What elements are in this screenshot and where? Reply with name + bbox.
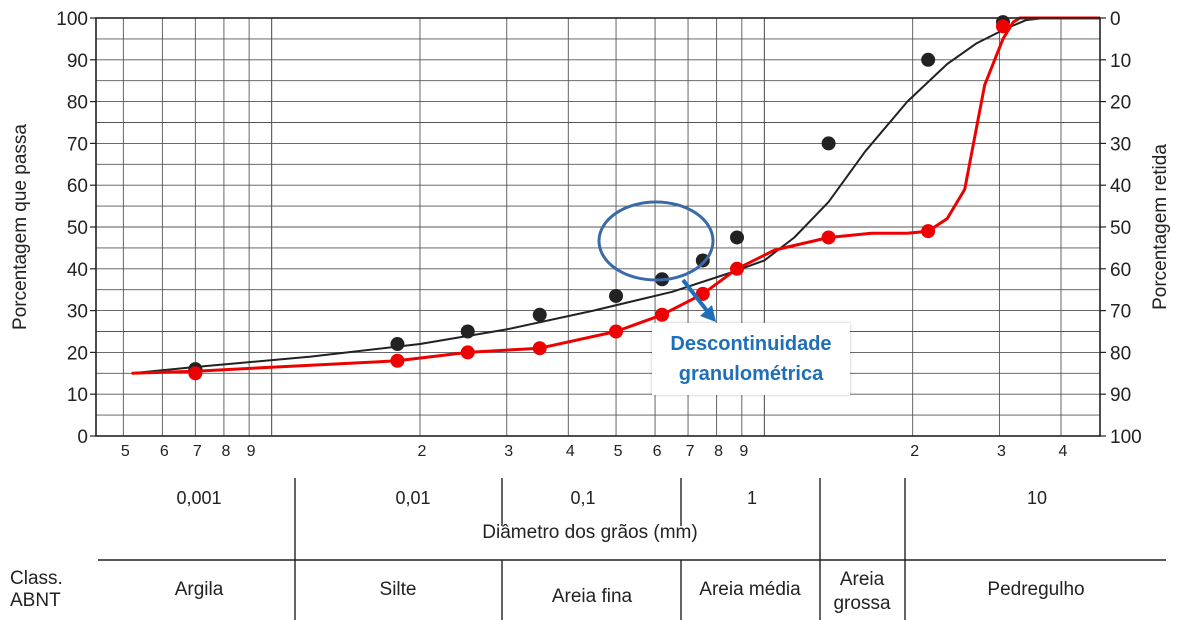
annotation-ellipse (597, 200, 715, 282)
x-minor-tick-label: 5 (614, 443, 623, 460)
y-right-axis-label: Porcentagem retida (1150, 144, 1171, 310)
series-point (532, 341, 547, 356)
x-decade-label: 1 (747, 488, 757, 508)
y-right-tick-label: 40 (1110, 176, 1131, 197)
series-point (188, 366, 203, 381)
x-decade-label: 0,001 (176, 488, 221, 508)
x-minor-tick-label: 2 (418, 443, 427, 460)
class-name-label: Areia média (699, 579, 801, 600)
class-name-label: Pedregulho (987, 579, 1084, 600)
series-point (609, 288, 624, 303)
x-minor-tick-label: 4 (1059, 443, 1068, 460)
y-right-tick-label: 70 (1110, 302, 1131, 323)
class-header-label: ABNT (10, 590, 61, 611)
y-right-tick-label: 80 (1110, 343, 1131, 364)
class-name-label: Argila (175, 579, 224, 600)
x-minor-tick-label: 7 (193, 443, 202, 460)
series-point (390, 337, 405, 352)
x-minor-tick-label: 8 (714, 443, 723, 460)
x-minor-tick-label: 9 (247, 443, 256, 460)
x-decade-label: 0,01 (395, 488, 430, 508)
x-minor-tick-label: 3 (997, 443, 1006, 460)
annotation-arrow-shaft (681, 278, 710, 314)
x-axis-label: Diâmetro dos grãos (mm) (482, 522, 697, 543)
chart-labels: 0102030405060708090100100908070605040302… (10, 9, 1171, 543)
series-point (695, 253, 710, 268)
series-point (730, 230, 745, 245)
series-point (921, 224, 936, 239)
y-right-tick-label: 30 (1110, 134, 1131, 155)
class-name-label: grossa (833, 593, 890, 614)
y-right-tick-label: 10 (1110, 51, 1131, 72)
y-left-tick-label: 10 (67, 385, 88, 406)
series-point (390, 353, 405, 368)
y-left-axis-label: Porcentagem que passa (10, 124, 31, 330)
y-right-tick-label: 90 (1110, 385, 1131, 406)
series-point (532, 307, 547, 322)
x-minor-tick-label: 6 (160, 443, 169, 460)
x-decade-label: 10 (1027, 488, 1047, 508)
series-point (460, 324, 475, 339)
series-point (655, 307, 670, 322)
y-right-tick-label: 0 (1110, 9, 1121, 30)
x-minor-tick-label: 7 (686, 443, 695, 460)
classification-table: Class.ABNT Argila Silte Areia fina Areia méd… (10, 478, 1166, 620)
y-left-tick-label: 60 (67, 176, 88, 197)
y-left-tick-label: 30 (67, 302, 88, 323)
chart-points (188, 15, 1010, 381)
class-header-label: Class. (10, 568, 63, 589)
y-right-tick-label: 50 (1110, 218, 1131, 239)
x-minor-tick-label: 9 (739, 443, 748, 460)
y-left-tick-label: 70 (67, 134, 88, 155)
series-point (821, 136, 836, 151)
series-point (695, 286, 710, 301)
series-point (821, 230, 836, 245)
series-point (460, 345, 475, 360)
y-left-tick-label: 40 (67, 260, 88, 281)
y-left-tick-label: 90 (67, 51, 88, 72)
y-right-tick-label: 20 (1110, 93, 1131, 114)
series-point (609, 324, 624, 339)
chart-grid (96, 17, 1100, 437)
annotation-line-1: Descontinuidade (670, 333, 832, 355)
y-left-tick-label: 20 (67, 343, 88, 364)
y-right-tick-label: 100 (1110, 427, 1142, 448)
chart-axes (90, 17, 1106, 437)
y-left-tick-label: 50 (67, 218, 88, 239)
annotation-line-2: granulométrica (678, 363, 824, 385)
class-name-label: Silte (380, 579, 417, 600)
class-name-label: Areia (840, 569, 885, 590)
y-right-tick-label: 60 (1110, 260, 1131, 281)
x-decade-label: 0,1 (570, 488, 595, 508)
series-point (921, 52, 936, 67)
y-left-tick-label: 100 (56, 9, 88, 30)
x-minor-tick-label: 2 (910, 443, 919, 460)
class-name-label: Areia fina (552, 586, 633, 607)
x-minor-tick-label: 3 (504, 443, 513, 460)
x-minor-tick-label: 6 (653, 443, 662, 460)
y-left-tick-label: 0 (77, 427, 88, 448)
y-left-tick-label: 80 (67, 93, 88, 114)
annotation-arrow-head (700, 305, 716, 322)
series-point (995, 19, 1010, 34)
x-minor-tick-label: 5 (121, 443, 130, 460)
x-minor-tick-label: 8 (221, 443, 230, 460)
discontinuity-annotation: Descontinuidade granulométrica (652, 323, 850, 395)
series-point (730, 261, 745, 276)
x-minor-tick-label: 4 (566, 443, 575, 460)
